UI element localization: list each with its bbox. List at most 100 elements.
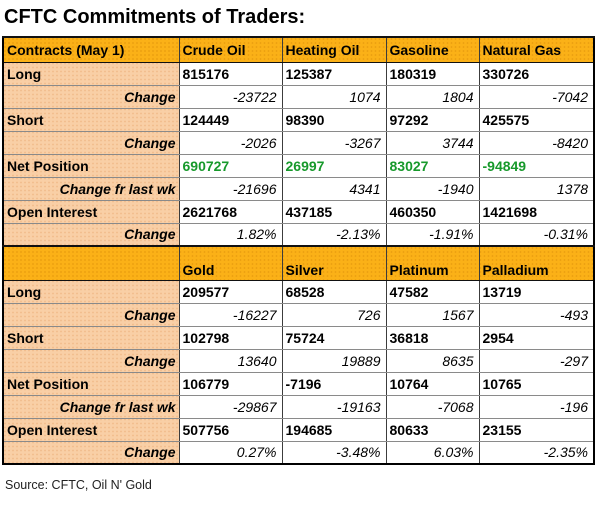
cell-value: -297 — [478, 348, 595, 373]
table-row: Short 124449 98390 97292 425575 — [2, 107, 595, 132]
cell-value: -1940 — [385, 176, 480, 201]
cell-value: -29867 — [178, 394, 283, 419]
row-label: Open Interest — [2, 417, 180, 442]
cell-value: 2954 — [478, 325, 595, 350]
cell-value: -21696 — [178, 176, 283, 201]
cell-value: 2621768 — [178, 199, 283, 224]
column-header-crude-oil: Crude Oil — [178, 36, 283, 63]
page-title: CFTC Commitments of Traders: — [4, 6, 306, 28]
cell-value: 507756 — [178, 417, 283, 442]
table-row: Change 13640 19889 8635 -297 — [2, 348, 595, 373]
contracts-header-cell: Contracts (May 1) — [2, 36, 180, 63]
cell-value: 1567 — [385, 302, 480, 327]
header-row-energy: Contracts (May 1) Crude Oil Heating Oil Gas… — [2, 36, 595, 63]
cell-value: 10765 — [478, 371, 595, 396]
row-label: Short — [2, 107, 180, 132]
column-header-gold: Gold — [178, 245, 283, 281]
cell-value: 180319 — [385, 61, 480, 86]
cell-value: 425575 — [478, 107, 595, 132]
cell-value: 330726 — [478, 61, 595, 86]
cell-value: 10764 — [385, 371, 480, 396]
cell-value: 13640 — [178, 348, 283, 373]
column-header-platinum: Platinum — [385, 245, 480, 281]
cell-value: 437185 — [281, 199, 387, 224]
cell-value: -0.31% — [478, 222, 595, 247]
cell-value: 1421698 — [478, 199, 595, 224]
cell-value: 98390 — [281, 107, 387, 132]
cell-value: -19163 — [281, 394, 387, 419]
row-label: Net Position — [2, 371, 180, 396]
table-row: Change -23722 1074 1804 -7042 — [2, 84, 595, 109]
table-row: Open Interest 2621768 437185 460350 1421698 — [2, 199, 595, 224]
page: CFTC Commitments of Traders: Contracts (… — [2, 6, 595, 492]
cell-value: 815176 — [178, 61, 283, 86]
column-header-silver: Silver — [281, 245, 387, 281]
cell-value: 125387 — [281, 61, 387, 86]
cell-value: 68528 — [281, 279, 387, 304]
cell-value: 47582 — [385, 279, 480, 304]
cell-value: -2026 — [178, 130, 283, 155]
cell-value: -3267 — [281, 130, 387, 155]
cell-value: -94849 — [478, 153, 595, 178]
cell-value: -1.91% — [385, 222, 480, 247]
row-label: Short — [2, 325, 180, 350]
table-row: Change 1.82% -2.13% -1.91% -0.31% — [2, 222, 595, 247]
cell-value: 8635 — [385, 348, 480, 373]
cell-value: -7068 — [385, 394, 480, 419]
cell-value: 1074 — [281, 84, 387, 109]
source-note: Source: CFTC, Oil N' Gold — [5, 478, 152, 492]
cell-value: 106779 — [178, 371, 283, 396]
row-label: Change — [2, 302, 180, 327]
cell-value: 4341 — [281, 176, 387, 201]
cell-value: 13719 — [478, 279, 595, 304]
cell-value: 6.03% — [385, 440, 480, 465]
table-row: Change fr last wk -29867 -19163 -7068 -196 — [2, 394, 595, 419]
cell-value: -7042 — [478, 84, 595, 109]
cell-value: 209577 — [178, 279, 283, 304]
table-row: Change 0.27% -3.48% 6.03% -2.35% — [2, 440, 595, 465]
cell-value: 194685 — [281, 417, 387, 442]
commitments-table: Contracts (May 1) Crude Oil Heating Oil Gas… — [2, 36, 595, 465]
table-body: Contracts (May 1) Crude Oil Heating Oil Gas… — [2, 36, 595, 465]
cell-value: 102798 — [178, 325, 283, 350]
contracts-header-cell — [2, 245, 180, 281]
cell-value: 124449 — [178, 107, 283, 132]
table-row: Short 102798 75724 36818 2954 — [2, 325, 595, 350]
table-row: Change fr last wk -21696 4341 -1940 1378 — [2, 176, 595, 201]
cell-value: 80633 — [385, 417, 480, 442]
row-label: Change fr last wk — [2, 394, 180, 419]
cell-value: 0.27% — [178, 440, 283, 465]
row-label: Change — [2, 222, 180, 247]
cell-value: -3.48% — [281, 440, 387, 465]
row-label: Change — [2, 130, 180, 155]
header-row-metals: Gold Silver Platinum Palladium — [2, 245, 595, 281]
row-label: Long — [2, 279, 180, 304]
table-row: Change -16227 726 1567 -493 — [2, 302, 595, 327]
cell-value: 726 — [281, 302, 387, 327]
row-label: Long — [2, 61, 180, 86]
column-header-gasoline: Gasoline — [385, 36, 480, 63]
column-header-natural-gas: Natural Gas — [478, 36, 595, 63]
cell-value: 1.82% — [178, 222, 283, 247]
cell-value: 97292 — [385, 107, 480, 132]
table-row: Net Position 690727 26997 83027 -94849 — [2, 153, 595, 178]
column-header-palladium: Palladium — [478, 245, 595, 281]
cell-value: -8420 — [478, 130, 595, 155]
cell-value: -493 — [478, 302, 595, 327]
cell-value: 75724 — [281, 325, 387, 350]
cell-value: -2.13% — [281, 222, 387, 247]
cell-value: 1804 — [385, 84, 480, 109]
column-header-heating-oil: Heating Oil — [281, 36, 387, 63]
cell-value: 690727 — [178, 153, 283, 178]
row-label: Open Interest — [2, 199, 180, 224]
cell-value: 3744 — [385, 130, 480, 155]
row-label: Change — [2, 84, 180, 109]
cell-value: 460350 — [385, 199, 480, 224]
row-label: Change fr last wk — [2, 176, 180, 201]
row-label: Net Position — [2, 153, 180, 178]
table-row: Open Interest 507756 194685 80633 23155 — [2, 417, 595, 442]
cell-value: -7196 — [281, 371, 387, 396]
row-label: Change — [2, 440, 180, 465]
table-row: Change -2026 -3267 3744 -8420 — [2, 130, 595, 155]
cell-value: -196 — [478, 394, 595, 419]
